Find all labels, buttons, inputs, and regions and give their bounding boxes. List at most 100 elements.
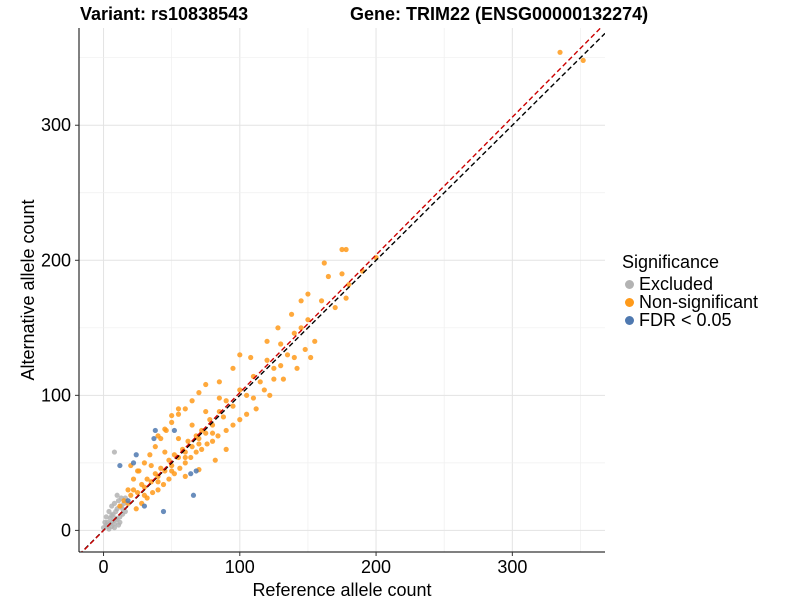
legend-item-fdr: FDR < 0.05 bbox=[622, 309, 758, 330]
point-non-significant bbox=[155, 479, 161, 485]
point-excluded bbox=[122, 508, 128, 515]
point-non-significant bbox=[230, 403, 236, 409]
point-non-significant bbox=[237, 352, 243, 358]
point-non-significant bbox=[125, 487, 131, 493]
point-non-significant bbox=[244, 392, 250, 398]
point-non-significant bbox=[162, 449, 168, 455]
point-non-significant bbox=[209, 430, 216, 436]
point-non-significant bbox=[182, 473, 188, 479]
x-tick-label: 300 bbox=[497, 557, 527, 577]
point-non-significant bbox=[160, 481, 167, 488]
point-non-significant bbox=[291, 354, 297, 361]
point-non-significant bbox=[216, 395, 222, 401]
point-fdr-0-05 bbox=[188, 471, 194, 477]
legend-title: Significance bbox=[622, 252, 720, 272]
point-non-significant bbox=[264, 357, 270, 363]
point-non-significant bbox=[209, 438, 216, 444]
point-non-significant bbox=[216, 379, 222, 385]
point-non-significant bbox=[280, 376, 287, 382]
point-non-significant bbox=[175, 435, 182, 442]
point-fdr-0-05 bbox=[130, 460, 137, 466]
legend-label-fdr: FDR < 0.05 bbox=[639, 309, 732, 330]
x-tick-label: 200 bbox=[361, 557, 391, 577]
point-non-significant bbox=[264, 338, 270, 344]
point-non-significant bbox=[325, 273, 331, 280]
point-fdr-0-05 bbox=[152, 427, 158, 434]
point-non-significant bbox=[212, 457, 218, 463]
point-non-significant bbox=[230, 422, 236, 428]
point-non-significant bbox=[189, 398, 195, 404]
point-non-significant bbox=[134, 489, 141, 496]
legend-item-excluded: Excluded bbox=[622, 273, 758, 294]
point-excluded bbox=[106, 508, 112, 515]
legend-label-excluded: Excluded bbox=[639, 273, 714, 294]
point-non-significant bbox=[305, 317, 311, 323]
point-non-significant bbox=[177, 465, 183, 471]
point-non-significant bbox=[220, 414, 227, 420]
point-non-significant bbox=[162, 426, 168, 432]
point-non-significant bbox=[169, 468, 175, 474]
point-non-significant bbox=[155, 433, 161, 439]
point-non-significant bbox=[196, 390, 202, 396]
point-non-significant bbox=[580, 57, 586, 64]
point-non-significant bbox=[185, 438, 191, 444]
reference-lines bbox=[80, 28, 605, 552]
point-non-significant bbox=[169, 419, 175, 425]
point-fdr-0-05 bbox=[171, 427, 177, 434]
point-non-significant bbox=[148, 462, 154, 469]
point-non-significant bbox=[130, 487, 137, 493]
legend: Significance Excluded Non-significant FD… bbox=[622, 252, 758, 330]
point-non-significant bbox=[339, 246, 345, 253]
point-non-significant bbox=[204, 441, 210, 447]
point-non-significant bbox=[223, 398, 229, 404]
point-non-significant bbox=[175, 411, 182, 417]
point-fdr-0-05 bbox=[133, 452, 139, 458]
point-excluded bbox=[114, 492, 120, 498]
point-fdr-0-05 bbox=[193, 468, 199, 474]
point-fdr-0-05 bbox=[125, 498, 131, 504]
tick-labels: 0 100 200 300 0 100 200 300 bbox=[41, 115, 527, 577]
point-fdr-0-05 bbox=[190, 492, 197, 498]
point-non-significant bbox=[288, 311, 295, 317]
point-excluded bbox=[111, 525, 118, 531]
point-non-significant bbox=[189, 422, 195, 428]
x-tick-label: 0 bbox=[99, 557, 109, 577]
point-non-significant bbox=[284, 352, 291, 358]
point-non-significant bbox=[257, 379, 263, 385]
reference-line-identity bbox=[80, 32, 605, 552]
grid-lines bbox=[79, 28, 605, 552]
point-non-significant bbox=[169, 412, 175, 419]
point-non-significant bbox=[343, 246, 349, 253]
point-excluded bbox=[109, 512, 115, 519]
point-excluded bbox=[102, 519, 108, 525]
point-non-significant bbox=[117, 503, 123, 509]
point-non-significant bbox=[557, 49, 563, 55]
point-non-significant bbox=[196, 435, 202, 442]
point-non-significant bbox=[155, 487, 161, 493]
legend-dot-non-significant bbox=[625, 297, 634, 307]
point-fdr-0-05 bbox=[160, 508, 167, 515]
point-non-significant bbox=[244, 411, 250, 417]
reference-line-fit bbox=[81, 28, 602, 552]
y-tick-label: 300 bbox=[41, 115, 71, 135]
point-non-significant bbox=[193, 449, 199, 455]
point-non-significant bbox=[253, 406, 259, 412]
point-non-significant bbox=[149, 489, 156, 496]
data-points bbox=[100, 49, 586, 532]
point-non-significant bbox=[133, 506, 139, 512]
x-tick-label: 100 bbox=[225, 557, 255, 577]
point-non-significant bbox=[230, 365, 236, 371]
gene-title: Gene: TRIM22 (ENSG00000132274) bbox=[350, 4, 649, 24]
point-non-significant bbox=[215, 433, 221, 439]
axes bbox=[75, 28, 605, 556]
point-non-significant bbox=[339, 271, 345, 277]
point-non-significant bbox=[346, 281, 352, 288]
point-non-significant bbox=[298, 325, 304, 331]
point-non-significant bbox=[271, 376, 277, 382]
point-non-significant bbox=[203, 381, 209, 388]
point-non-significant bbox=[141, 460, 148, 466]
point-excluded bbox=[111, 500, 118, 506]
point-non-significant bbox=[121, 498, 127, 504]
point-non-significant bbox=[166, 457, 172, 463]
point-non-significant bbox=[237, 417, 243, 423]
